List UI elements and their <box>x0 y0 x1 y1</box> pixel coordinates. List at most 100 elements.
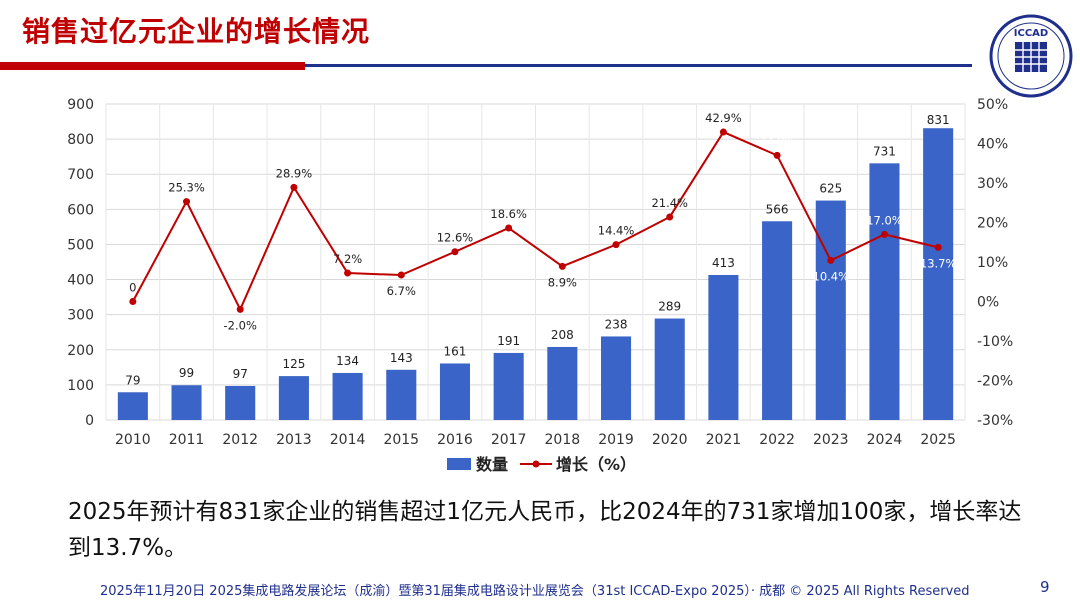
x-tick-label: 2020 <box>652 432 688 448</box>
growth-point <box>397 271 405 279</box>
x-tick-label: 2016 <box>437 432 473 448</box>
x-tick-label: 2014 <box>330 432 366 448</box>
slide-title: 销售过亿元企业的增长情况 <box>22 15 371 48</box>
growth-point <box>129 298 137 305</box>
bar-data-label: 134 <box>336 354 359 368</box>
x-tick-label: 2013 <box>276 432 312 448</box>
growth-point <box>719 128 727 136</box>
growth-data-label: 13.7% <box>920 256 957 270</box>
bar <box>923 128 954 420</box>
bar-data-label: 161 <box>444 344 467 358</box>
bar-data-label: 413 <box>712 256 735 270</box>
growth-point <box>183 198 191 206</box>
x-tick-label: 2012 <box>222 432 258 448</box>
bar-data-label: 208 <box>551 328 574 342</box>
growth-line <box>131 130 939 312</box>
legend-label-line: 增长（%） <box>556 455 636 474</box>
bar <box>547 346 578 420</box>
growth-point <box>880 230 888 238</box>
y-right-tick-label: 30% <box>977 176 1008 192</box>
x-tick-label: 2015 <box>383 432 419 448</box>
bar-data-label: 99 <box>179 366 194 380</box>
y-right-tick-label: 40% <box>977 137 1008 153</box>
legend-swatch-bars <box>447 458 471 470</box>
x-tick-label: 2024 <box>867 432 903 448</box>
growth-point <box>827 256 835 264</box>
growth-point <box>934 243 942 251</box>
bar <box>225 385 256 420</box>
bar-data-label: 238 <box>605 317 628 331</box>
growth-data-label: 17.0% <box>866 213 903 227</box>
y-right-tick-label: 10% <box>977 255 1008 271</box>
logo-text: ICCAD <box>1014 28 1048 39</box>
growth-data-label: 14.4% <box>598 224 635 238</box>
growth-data-label: 25.3% <box>168 181 205 195</box>
page-number: 9 <box>1040 578 1050 596</box>
bar-data-label: 731 <box>873 144 896 158</box>
x-tick-label: 2019 <box>598 432 634 448</box>
y-left-tick-label: 500 <box>67 237 94 253</box>
y-right-tick-label: 20% <box>977 216 1008 232</box>
growth-data-label: 7.2% <box>333 252 362 266</box>
bar-data-label: 79 <box>125 373 140 387</box>
bar-data-label: 125 <box>282 357 305 371</box>
x-tick-label: 2011 <box>169 432 205 448</box>
bar <box>815 200 846 420</box>
growth-point <box>558 262 566 270</box>
growth-data-label: -2.0% <box>224 318 257 332</box>
x-tick-label: 2023 <box>813 432 849 448</box>
title-underline-blue <box>305 64 972 67</box>
y-left-tick-label: 300 <box>67 308 94 324</box>
y-left-tick-label: 400 <box>67 273 94 289</box>
legend-label-bars: 数量 <box>476 455 508 474</box>
bar <box>600 336 632 420</box>
x-tick-label: 2017 <box>491 432 527 448</box>
growth-point <box>666 213 674 221</box>
growth-point <box>236 305 244 313</box>
growth-data-label: 6.7% <box>387 284 416 298</box>
growth-point <box>344 269 352 277</box>
bar <box>869 163 900 420</box>
y-right-tick-label: -10% <box>977 334 1013 350</box>
y-left-tick-label: 200 <box>67 343 94 359</box>
bar <box>654 318 685 420</box>
iccad-logo: ICCAD <box>989 14 1073 98</box>
bar-data-label: 191 <box>497 334 520 348</box>
y-right-tick-label: 50% <box>977 97 1008 113</box>
bar <box>762 221 793 420</box>
bar <box>332 372 363 420</box>
bar-data-label: 143 <box>390 351 413 365</box>
bar-data-label: 831 <box>927 113 950 127</box>
y-left-tick-label: 900 <box>67 97 94 113</box>
x-tick-label: 2025 <box>920 432 956 448</box>
bar <box>117 392 148 420</box>
bar <box>439 363 471 420</box>
growth-point <box>773 151 781 159</box>
growth-point <box>451 248 459 256</box>
title-underline-red <box>0 62 305 70</box>
growth-data-label: 8.9% <box>548 275 577 289</box>
bar <box>493 352 524 420</box>
bar-data-label: 289 <box>658 300 681 314</box>
bar-data-label: 625 <box>819 182 842 196</box>
x-tick-label: 2010 <box>115 432 151 448</box>
growth-data-label: 12.6% <box>437 231 474 245</box>
growth-point <box>612 241 620 249</box>
growth-data-label: 0 <box>129 281 136 295</box>
bar-data-label: 566 <box>766 202 789 216</box>
bar-data-label: 97 <box>233 367 248 381</box>
growth-point <box>290 183 298 191</box>
footer-text: 2025年11月20日 2025集成电路发展论坛（成渝）暨第31届集成电路设计业… <box>100 584 970 599</box>
bar <box>278 376 309 420</box>
y-right-tick-label: -20% <box>977 374 1013 390</box>
growth-data-label: 21.4% <box>651 196 688 210</box>
y-right-tick-label: -30% <box>977 413 1013 429</box>
growth-data-label: 42.9% <box>705 111 742 125</box>
growth-data-label: 10.4% <box>813 269 850 283</box>
bar <box>386 369 417 420</box>
y-right-tick-label: 0% <box>977 295 999 311</box>
growth-data-label: 28.9% <box>276 166 313 180</box>
x-tick-label: 2018 <box>545 432 581 448</box>
y-left-tick-label: 800 <box>67 132 94 148</box>
y-left-tick-label: 700 <box>67 167 94 183</box>
